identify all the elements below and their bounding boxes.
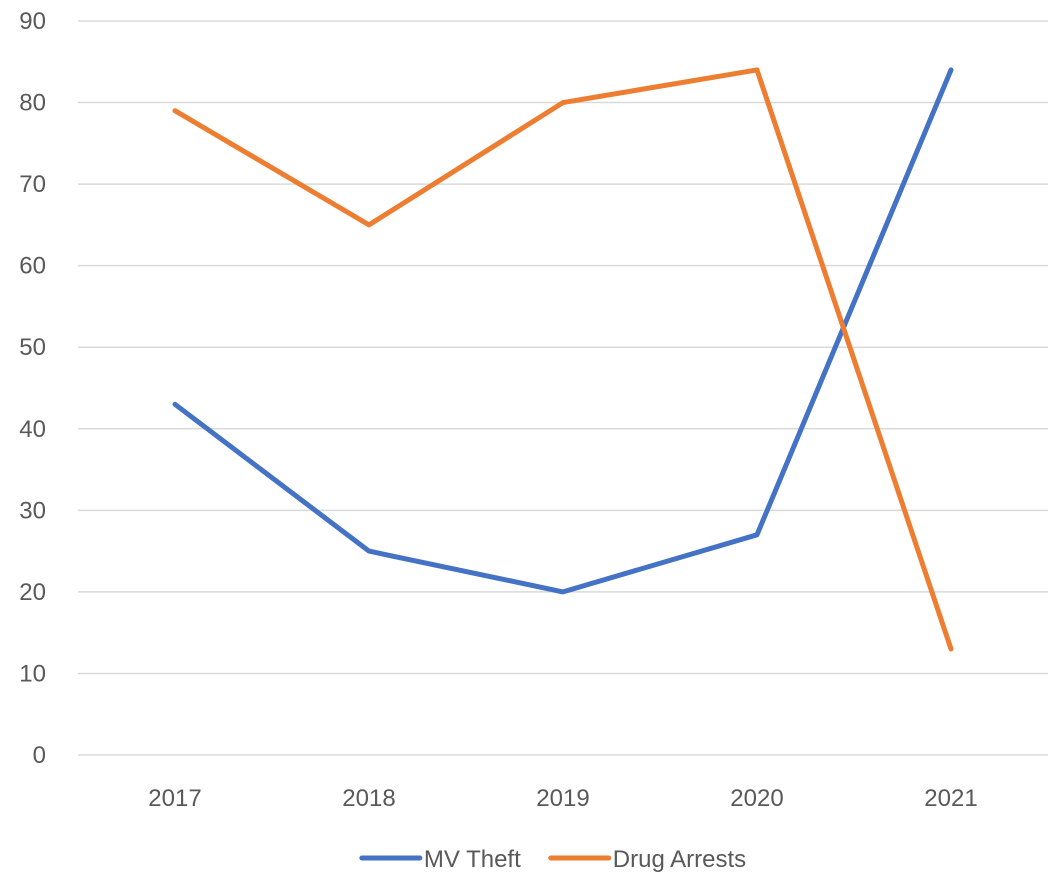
legend-label: Drug Arrests — [613, 846, 746, 873]
x-tick-label: 2017 — [148, 785, 201, 812]
x-tick-label: 2019 — [536, 785, 589, 812]
series-line-drug-arrests — [172, 67, 954, 652]
series-line-mv-theft — [172, 67, 954, 595]
gridlines — [78, 20, 1048, 756]
y-tick-label: 10 — [19, 660, 46, 687]
y-tick-label: 40 — [19, 416, 46, 443]
y-axis-ticks: 0 10 20 30 40 50 60 70 80 90 — [19, 8, 46, 769]
y-tick-label: 70 — [19, 171, 46, 198]
series-lines — [172, 67, 954, 652]
y-tick-label: 20 — [19, 579, 46, 606]
y-tick-label: 50 — [19, 334, 46, 361]
x-tick-label: 2018 — [342, 785, 395, 812]
y-tick-label: 60 — [19, 253, 46, 280]
y-tick-label: 80 — [19, 90, 46, 117]
y-tick-label: 30 — [19, 497, 46, 524]
legend-label: MV Theft — [424, 846, 521, 873]
legend: MV Theft Drug Arrests — [359, 846, 746, 873]
y-tick-label: 0 — [33, 742, 46, 769]
x-tick-label: 2021 — [924, 785, 977, 812]
y-tick-label: 90 — [19, 8, 46, 35]
x-tick-label: 2020 — [730, 785, 783, 812]
x-axis-ticks: 2017 2018 2019 2020 2021 — [148, 785, 977, 812]
